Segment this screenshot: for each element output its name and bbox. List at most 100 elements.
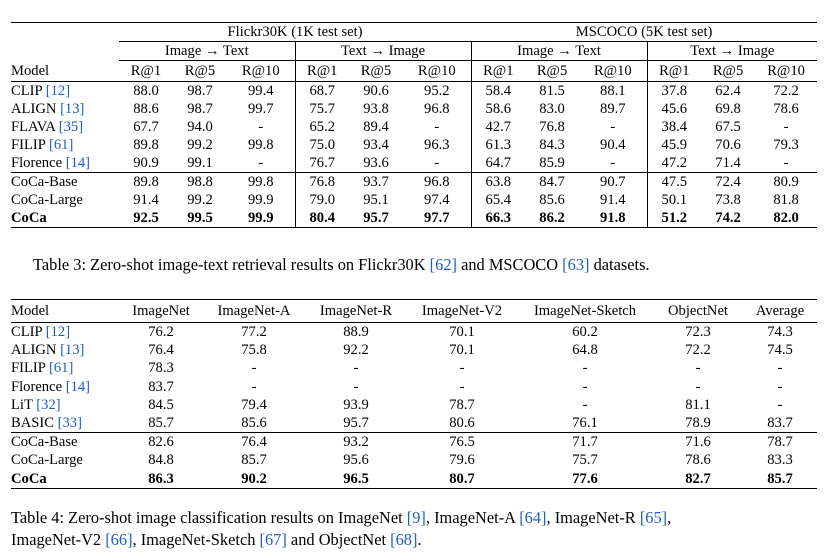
table-row: CoCa-Base 89.8 98.8 99.8 76.8 93.7 96.8 63.8 84.… — [11, 172, 818, 191]
value-cell: 61.3 — [470, 136, 526, 154]
citation-link[interactable]: [66] — [105, 530, 133, 549]
value-cell: - — [777, 360, 783, 377]
value-cell: 93.9 — [343, 396, 369, 413]
value-cell: 78.6 — [685, 452, 711, 469]
value-cell: 97.4 — [424, 192, 450, 208]
value-cell: 88.6 — [133, 101, 159, 117]
column-header: Average — [743, 299, 817, 323]
value-cell: 60.2 — [517, 322, 653, 342]
value-cell: 94.0 — [187, 119, 213, 135]
value-cell: 93.8 — [363, 101, 389, 117]
table-row: CoCa-Large 91.4 99.2 99.9 79.0 95.1 97.4 65.4 85… — [11, 191, 817, 209]
value-cell: 50.1 — [646, 191, 702, 209]
value-cell: - — [251, 360, 257, 377]
value-cell: 85.7 — [148, 415, 174, 432]
value-cell: 85.9 — [539, 155, 565, 171]
value-cell: 45.9 — [646, 136, 702, 154]
value-cell: 98.8 — [173, 172, 227, 191]
model-name-cell: CLIP [12] — [11, 81, 119, 100]
value-cell: 95.1 — [363, 192, 389, 208]
value-cell: 86.3 — [119, 469, 203, 489]
value-cell: 70.6 — [715, 137, 741, 153]
value-cell: 74.2 — [701, 209, 756, 228]
citation-link[interactable]: [67] — [259, 530, 287, 549]
value-cell: 90.2 — [203, 469, 305, 489]
value-cell: - — [353, 378, 359, 395]
citation-link[interactable]: [65] — [639, 508, 668, 527]
model-name: FLAVA — [11, 119, 56, 135]
sub-header: Image → Text — [119, 41, 295, 61]
value-cell: 92.5 — [119, 209, 173, 228]
column-header: R@1 — [130, 63, 162, 79]
table-row: BASIC [33] 85.7 85.6 95.7 80.6 76.1 78.9 83.7 — [11, 414, 817, 433]
value-cell: 85.7 — [241, 452, 267, 469]
value-cell: 63.8 — [470, 172, 526, 191]
value-cell: 76.4 — [203, 432, 305, 452]
value-cell: 70.1 — [407, 322, 517, 342]
value-cell: 79.3 — [773, 137, 799, 153]
citation-link[interactable]: [14] — [65, 155, 91, 171]
value-cell: 97.7 — [403, 209, 472, 228]
column-header: R@10 — [767, 63, 805, 79]
value-cell: - — [434, 155, 440, 171]
citation-link[interactable]: [33] — [57, 415, 82, 432]
value-cell: 80.6 — [449, 415, 475, 432]
column-header: R@1 — [294, 60, 349, 82]
value-cell: 83.7 — [148, 378, 174, 395]
value-cell: 96.5 — [305, 469, 407, 489]
column-header: ImageNet-R — [305, 299, 407, 323]
value-cell: 95.2 — [403, 81, 472, 100]
model-name: CoCa-Large — [11, 192, 83, 208]
value-cell: 91.4 — [600, 192, 626, 208]
group-header-flickr: Flickr30K (1K test set) — [119, 22, 472, 42]
model-name: CoCa-Base — [11, 174, 78, 190]
model-name-cell: FILIP [61] — [11, 359, 119, 377]
column-header: ImageNet-A — [203, 299, 305, 323]
value-cell: 69.8 — [715, 101, 741, 117]
citation-link[interactable]: [12] — [45, 83, 71, 99]
model-name-cell: CoCa-Base — [11, 432, 119, 452]
value-cell: 79.6 — [449, 452, 475, 469]
citation-link[interactable]: [12] — [45, 324, 71, 340]
value-cell: 98.7 — [173, 81, 227, 100]
citation-link[interactable]: [32] — [36, 396, 61, 413]
value-cell: 84.8 — [148, 452, 174, 469]
group-header-mscoco: MSCOCO (5K test set) — [471, 22, 818, 42]
citation-link[interactable]: [14] — [65, 378, 91, 395]
value-cell: 72.2 — [685, 342, 711, 359]
table-row: CLIP [12] 76.2 77.2 88.9 70.1 60.2 72.3 74.3 — [11, 322, 817, 342]
model-name: CoCa — [11, 470, 47, 487]
citation-link[interactable]: [35] — [58, 119, 84, 135]
value-cell: 90.6 — [349, 81, 403, 100]
value-cell: 51.2 — [646, 209, 702, 228]
model-name-cell: FLAVA [35] — [11, 118, 119, 136]
model-name-cell: LiT [32] — [11, 396, 119, 414]
value-cell: 99.5 — [173, 209, 227, 228]
value-cell: 84.7 — [525, 172, 580, 191]
value-cell: 99.2 — [187, 137, 213, 153]
citation-link[interactable]: [63] — [562, 255, 590, 274]
citation-link[interactable]: [61] — [48, 360, 74, 377]
value-cell: 71.6 — [653, 432, 743, 452]
model-name-cell: BASIC [33] — [11, 414, 119, 433]
citation-link[interactable]: [9] — [406, 508, 426, 527]
citation-link[interactable]: [68] — [390, 530, 418, 549]
value-cell: 78.3 — [148, 360, 174, 377]
value-cell: 96.8 — [424, 101, 450, 117]
value-cell: 78.9 — [685, 415, 711, 432]
citation-link[interactable]: [62] — [429, 255, 457, 274]
citation-link[interactable]: [64] — [519, 508, 547, 527]
value-cell: 81.5 — [525, 81, 580, 100]
model-name-cell: CLIP [12] — [11, 322, 119, 342]
value-cell: - — [582, 360, 588, 377]
value-cell: 79.0 — [294, 191, 349, 209]
citation-link[interactable]: [13] — [60, 342, 85, 359]
value-cell: - — [459, 378, 465, 395]
value-cell: 83.7 — [767, 415, 793, 432]
citation-link[interactable]: [61] — [48, 137, 74, 153]
citation-link[interactable]: [13] — [60, 101, 85, 117]
value-cell: 91.8 — [579, 209, 648, 228]
model-name: ALIGN — [11, 101, 57, 117]
table-row: Florence [14] 83.7 - - - - - - — [11, 378, 817, 396]
model-name: FILIP — [11, 137, 46, 153]
